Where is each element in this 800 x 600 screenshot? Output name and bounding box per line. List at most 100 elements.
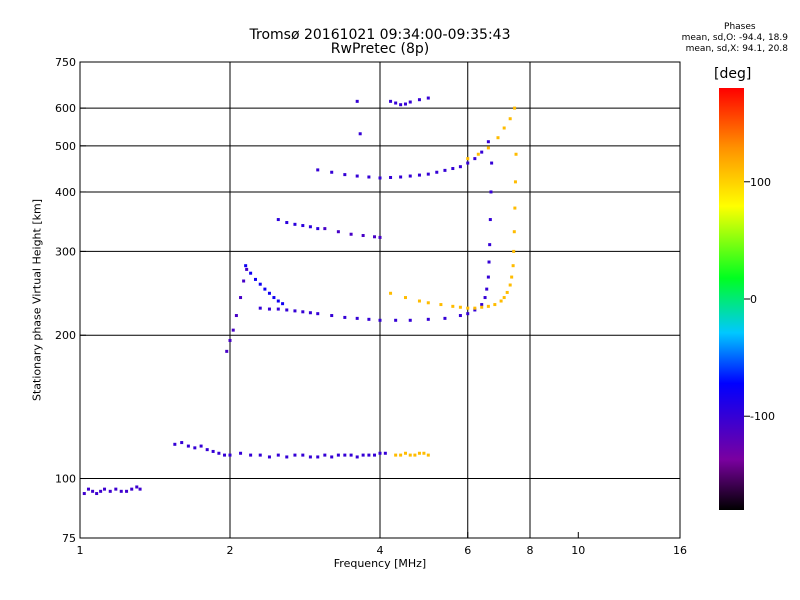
echo-point — [343, 453, 347, 457]
x-tick-label: 16 — [673, 544, 687, 557]
echo-point — [513, 206, 517, 210]
echo-point — [119, 489, 123, 493]
echo-point — [443, 316, 447, 320]
echo-point — [373, 453, 377, 457]
echo-point — [489, 190, 493, 194]
echo-point — [486, 275, 490, 279]
echo-point — [114, 487, 118, 491]
echo-point — [378, 451, 382, 455]
echo-point — [343, 173, 347, 177]
echo-point — [355, 174, 359, 178]
echo-point — [417, 451, 421, 455]
colorbar-unit: [deg] — [714, 66, 752, 82]
echo-point — [349, 453, 353, 457]
echo-point — [217, 451, 221, 455]
echo-point — [466, 157, 470, 161]
echo-point — [502, 126, 506, 130]
echo-point — [367, 453, 371, 457]
echo-point — [285, 221, 289, 225]
echo-point — [408, 453, 412, 457]
echo-point — [301, 224, 305, 228]
echo-point — [336, 453, 340, 457]
echo-point — [513, 180, 517, 184]
echo-point — [361, 234, 365, 238]
echo-point — [103, 487, 107, 491]
echo-point — [258, 306, 262, 310]
echo-point — [249, 453, 253, 457]
echo-point — [399, 103, 403, 107]
echo-point — [239, 296, 243, 300]
echo-point — [336, 230, 340, 234]
echo-point — [403, 451, 407, 455]
echo-point — [426, 317, 430, 321]
echo-point — [285, 308, 289, 312]
echo-point — [408, 174, 412, 178]
phases-x-mode: mean, sd,X: 94.1, 20.8 — [685, 44, 788, 54]
echo-point — [138, 487, 142, 491]
echo-point — [399, 453, 403, 457]
echo-point — [403, 296, 407, 300]
echo-point — [473, 306, 477, 310]
echo-point — [426, 453, 430, 457]
echo-point — [245, 267, 249, 271]
echo-point — [263, 287, 267, 291]
echo-point — [508, 117, 512, 121]
echo-point — [228, 453, 232, 457]
echo-point — [403, 102, 407, 106]
echo-point — [211, 449, 215, 453]
echo-point — [443, 168, 447, 172]
echo-point — [408, 318, 412, 322]
grid-lines — [80, 62, 680, 538]
echo-point — [367, 175, 371, 179]
echo-point — [82, 492, 86, 496]
echo-point — [394, 101, 398, 105]
colorbar-tick-label: 100 — [750, 176, 771, 189]
echo-points — [82, 96, 518, 496]
echo-point — [242, 279, 246, 283]
echo-point — [512, 249, 516, 253]
echo-point — [488, 218, 492, 222]
echo-point — [267, 307, 271, 311]
echo-point — [234, 314, 238, 318]
echo-point — [316, 168, 320, 172]
echo-point — [439, 303, 443, 307]
echo-point — [408, 100, 412, 104]
echo-point — [435, 170, 439, 174]
echo-point — [480, 150, 484, 154]
echo-point — [505, 290, 509, 294]
echo-point — [378, 176, 382, 180]
echo-point — [343, 315, 347, 319]
echo-point — [378, 318, 382, 322]
echo-point — [426, 301, 430, 305]
echo-point — [135, 485, 139, 489]
y-tick-label: 75 — [62, 532, 76, 545]
echo-point — [244, 264, 248, 268]
colorbar — [719, 88, 744, 510]
echo-point — [258, 453, 262, 457]
echo-point — [486, 140, 490, 144]
echo-point — [417, 299, 421, 303]
x-tick-label: 10 — [571, 544, 585, 557]
echo-point — [496, 136, 500, 140]
echo-point — [483, 296, 487, 300]
phases-title: Phases — [724, 22, 756, 32]
echo-point — [488, 243, 492, 247]
echo-point — [458, 314, 462, 318]
y-tick-label: 400 — [55, 186, 76, 199]
echo-point — [417, 98, 421, 102]
echo-point — [281, 302, 285, 306]
x-tick-label: 4 — [377, 544, 384, 557]
echo-point — [95, 492, 99, 496]
echo-point — [186, 444, 190, 448]
echo-point — [249, 271, 253, 275]
echo-point — [86, 487, 90, 491]
echo-point — [389, 291, 393, 295]
echo-point — [413, 453, 417, 457]
echo-point — [383, 451, 387, 455]
echo-point — [355, 316, 359, 320]
chart-title: Tromsø 20161021 09:34:00-09:35:43 — [249, 27, 511, 43]
echo-point — [458, 165, 462, 169]
echo-point — [99, 489, 103, 493]
echo-point — [231, 328, 235, 332]
x-tick-label: 2 — [227, 544, 234, 557]
